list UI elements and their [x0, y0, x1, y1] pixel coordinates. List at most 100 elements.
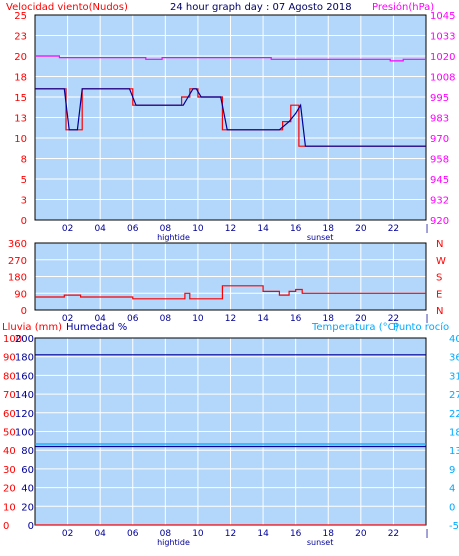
series-line-presi-n	[35, 55, 426, 62]
y-tick-right: 995	[430, 93, 449, 104]
y-tick-left: 20	[14, 52, 27, 63]
y-tick-rain: 60	[3, 409, 16, 420]
x-tick-label: 16	[290, 314, 302, 324]
y-tick-left: 18	[14, 73, 27, 84]
y-tick-right: 958	[430, 155, 449, 166]
rain-label: Lluvia (mm)	[2, 322, 62, 333]
y-tick-humidity: 200	[15, 334, 34, 345]
sunset-marker: sunset	[307, 233, 334, 242]
y-tick-right: 1008	[430, 73, 455, 84]
x-tick-label: 02	[62, 314, 73, 324]
y-tick-rain: 30	[3, 465, 16, 476]
y-tick-right: 1045	[430, 11, 455, 22]
y-tick-temp: 18	[449, 428, 459, 439]
y-tick-left: 270	[8, 256, 27, 267]
y-tick-left: 5	[21, 175, 27, 186]
x-tick-label: 14	[257, 224, 269, 234]
y-tick-humidity: 180	[15, 353, 34, 364]
y-tick-temp: -5	[449, 521, 459, 532]
y-tick-rain: 80	[3, 371, 16, 382]
y-tick-right: W	[436, 256, 446, 267]
x-tick-label: 18	[323, 529, 335, 539]
y-tick-left: 25	[14, 11, 27, 22]
y-tick-temp: 13	[449, 446, 459, 457]
x-tick-label: 20	[355, 224, 367, 234]
y-tick-left: 10	[14, 134, 27, 145]
x-tick-label: 08	[160, 224, 172, 234]
y-tick-temp: 40	[449, 334, 459, 345]
y-tick-right: 945	[430, 175, 449, 186]
plot-frame	[34, 242, 427, 311]
x-tick-label: 08	[160, 314, 172, 324]
graph-title: 24 hour graph day : 07 Agosto 2018	[170, 2, 352, 13]
x-tick-label: 22	[388, 224, 399, 234]
y-tick-right: 970	[430, 134, 449, 145]
y-tick-left: 90	[14, 289, 27, 300]
y-tick-right: E	[436, 289, 442, 300]
x-tick-label: 04	[94, 224, 106, 234]
x-tick-label: 04	[94, 529, 106, 539]
x-tick-label: 22	[388, 529, 399, 539]
x-tick-label: 18	[323, 314, 335, 324]
series-line-direcci-n-viento	[35, 285, 426, 300]
y-tick-right: 1033	[430, 32, 455, 43]
y-tick-temp: 22	[449, 409, 459, 420]
y-tick-left: 13	[14, 114, 27, 125]
y-tick-temp: 27	[449, 390, 459, 401]
y-tick-right: S	[436, 273, 442, 284]
y-tick-rain: 100	[3, 334, 22, 345]
x-tick-label: 12	[225, 529, 236, 539]
plot-frame	[34, 14, 427, 221]
hightide-marker: hightide	[157, 233, 190, 242]
x-tick-label: 10	[192, 314, 204, 324]
x-tick-label: 20	[355, 529, 367, 539]
x-tick-label: 14	[257, 529, 269, 539]
y-tick-right: 932	[430, 196, 449, 207]
y-tick-right: N	[436, 306, 443, 317]
x-tick-label: 16	[290, 529, 302, 539]
x-tick-label: 06	[127, 529, 139, 539]
y-tick-rain: 90	[3, 353, 16, 364]
y-tick-humidity: 100	[15, 428, 34, 439]
temperature-label: Temperatura (°C)	[311, 322, 399, 333]
humidity-label: Humedad %	[66, 322, 127, 333]
y-tick-humidity: 160	[15, 371, 34, 382]
y-tick-temp: 31	[449, 371, 459, 382]
y-tick-temp: 9	[449, 465, 455, 476]
x-tick-end: |	[425, 224, 428, 234]
y-tick-humidity: 40	[21, 484, 34, 495]
y-tick-humidity: 20	[21, 502, 34, 513]
x-tick-label: 06	[127, 314, 139, 324]
y-tick-left: 0	[21, 306, 27, 317]
y-tick-right: 983	[430, 114, 449, 125]
y-tick-left: 3	[21, 196, 27, 207]
y-tick-rain: 50	[3, 428, 16, 439]
y-tick-right: 1020	[430, 52, 455, 63]
series-line-velocidad-viento-media	[35, 88, 426, 147]
dewpoint-label: Punto rocío	[393, 321, 449, 333]
y-tick-temp: 4	[449, 484, 455, 495]
y-tick-left: 360	[8, 239, 27, 250]
x-tick-end: |	[425, 314, 428, 324]
y-tick-temp: 0	[449, 502, 455, 513]
x-tick-end: |	[425, 529, 428, 539]
y-tick-humidity: 80	[21, 446, 34, 457]
x-tick-label: 08	[160, 529, 172, 539]
y-tick-temp: 36	[449, 353, 459, 364]
x-tick-label: 18	[323, 224, 335, 234]
y-tick-humidity: 140	[15, 390, 34, 401]
hightide-marker: hightide	[157, 538, 190, 547]
x-tick-label: 04	[94, 314, 106, 324]
graph-panels: 0358101315182023259209329459589709839951…	[3, 11, 459, 547]
y-tick-rain: 0	[3, 521, 9, 532]
y-tick-left: 180	[8, 273, 27, 284]
y-tick-humidity: 0	[28, 521, 34, 532]
sunset-marker: sunset	[307, 538, 334, 547]
x-tick-label: 22	[388, 314, 399, 324]
x-tick-label: 10	[192, 224, 204, 234]
x-tick-label: 12	[225, 224, 236, 234]
y-tick-rain: 40	[3, 446, 16, 457]
x-tick-label: 10	[192, 529, 204, 539]
